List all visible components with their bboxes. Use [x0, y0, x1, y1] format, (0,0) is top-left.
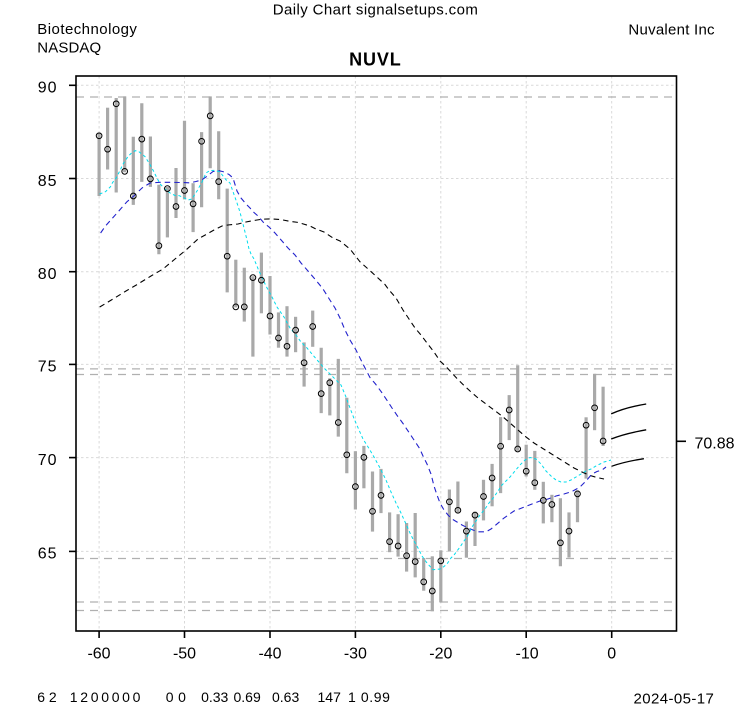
svg-text:-10: -10 [516, 646, 539, 663]
svg-text:65: 65 [38, 546, 58, 563]
svg-text:NUVL: NUVL [349, 50, 402, 70]
svg-text:Biotechnology: Biotechnology [37, 21, 137, 38]
svg-text:0.63: 0.63 [272, 689, 299, 705]
svg-text:75: 75 [38, 359, 58, 376]
svg-text:90: 90 [38, 80, 58, 97]
svg-text:NASDAQ: NASDAQ [37, 39, 101, 56]
svg-text:Daily Chart signalsetups.com: Daily Chart signalsetups.com [273, 1, 478, 18]
svg-text:70: 70 [38, 452, 58, 469]
svg-text:0.33: 0.33 [201, 689, 228, 705]
svg-text:147: 147 [318, 689, 342, 705]
svg-text:Nuvalent Inc: Nuvalent Inc [628, 21, 715, 38]
svg-text:0.69: 0.69 [234, 689, 261, 705]
svg-text:0: 0 [607, 646, 616, 663]
svg-text:-40: -40 [258, 646, 281, 663]
svg-text:80: 80 [38, 266, 58, 283]
svg-text:2024-05-17: 2024-05-17 [634, 690, 715, 707]
svg-text:1: 1 [348, 689, 356, 705]
svg-text:0.99: 0.99 [361, 689, 391, 705]
svg-text:70.88: 70.88 [695, 436, 735, 453]
svg-text:6 2: 6 2 [37, 689, 57, 705]
svg-text:-20: -20 [429, 646, 452, 663]
svg-text:-30: -30 [344, 646, 367, 663]
svg-text:85: 85 [38, 173, 58, 190]
svg-text:0 0: 0 0 [166, 689, 186, 705]
svg-text:-60: -60 [87, 646, 110, 663]
svg-text:1 2 0 0 0 0 0: 1 2 0 0 0 0 0 [70, 689, 141, 705]
svg-text:-50: -50 [173, 646, 196, 663]
